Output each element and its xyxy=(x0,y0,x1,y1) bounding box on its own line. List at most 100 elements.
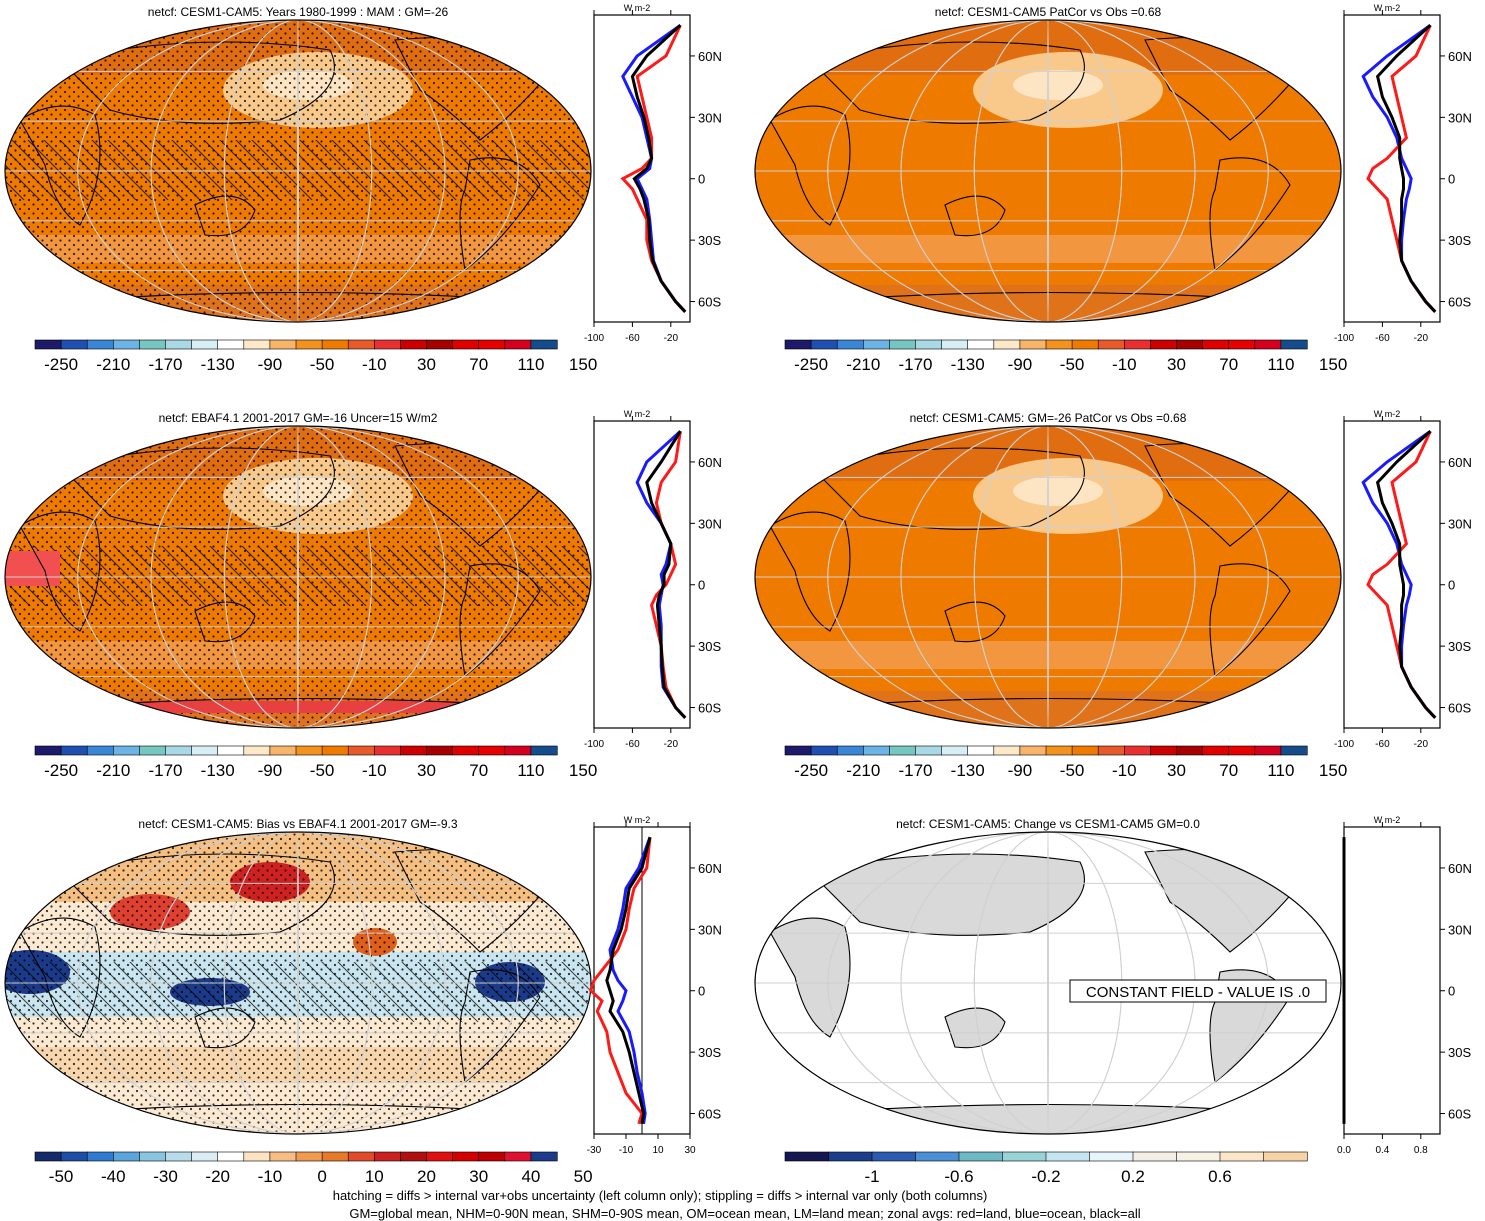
colorbar-swatch xyxy=(1176,745,1204,756)
colorbar-swatch xyxy=(191,1151,219,1162)
zonal-frame xyxy=(1343,14,1441,323)
colorbar-swatch xyxy=(1045,745,1073,756)
colorbar-swatch xyxy=(1124,339,1152,350)
colorbar-swatch xyxy=(504,1151,532,1162)
land-outline xyxy=(808,41,1085,124)
land-outline xyxy=(808,853,1085,936)
longitude-line xyxy=(77,20,519,322)
north-pacific-core xyxy=(1013,476,1103,506)
zonal-all-line xyxy=(645,430,687,719)
colorbar-label: 110 xyxy=(517,761,544,780)
colorbar-swatch xyxy=(452,339,480,350)
colorbar-swatch xyxy=(113,339,141,350)
colorbar-swatch xyxy=(400,745,428,756)
zonal-units: W m-2 xyxy=(624,815,651,825)
colorbar-label: 150 xyxy=(1319,355,1347,374)
panel-title: netcf: CESM1-CAM5: GM=-26 PatCor vs Obs … xyxy=(910,411,1187,425)
panel-2: netcf: CESM1-CAM5 PatCor vs Obs =0.68 -25… xyxy=(754,3,1472,374)
constant-field-box xyxy=(1069,979,1327,1003)
colorbar-label: 0.2 xyxy=(1121,1167,1145,1186)
colorbar-swatch xyxy=(217,1151,245,1162)
colorbar-swatch xyxy=(478,1151,506,1162)
colorbar-label: 70 xyxy=(469,355,488,374)
colorbar-label: -250 xyxy=(44,761,78,780)
colorbar-swatch xyxy=(530,339,558,350)
colorbar-swatch xyxy=(347,339,375,350)
colorbar-label: -10 xyxy=(1112,761,1137,780)
zonal-all-line xyxy=(1375,24,1437,313)
zonal-ytick-label: 60S xyxy=(698,701,721,716)
colorbar-label: -90 xyxy=(1008,761,1033,780)
colorbar-swatch xyxy=(836,745,864,756)
colorbar-label: -170 xyxy=(148,355,182,374)
zonal-xtick-label: -20 xyxy=(1414,333,1429,344)
colorbar-label: -210 xyxy=(846,355,880,374)
longitude-line xyxy=(1047,20,1049,322)
colorbar-swatch xyxy=(400,1151,428,1162)
colorbar-label: -130 xyxy=(951,355,985,374)
colorbar-label: 30 xyxy=(1167,761,1186,780)
map-content xyxy=(5,832,591,1134)
zonal-xtick-label: -60 xyxy=(1375,333,1390,344)
colorbar-swatch xyxy=(871,1151,917,1162)
panel-title: netcf: CESM1-CAM5: Bias vs EBAF4.1 2001-… xyxy=(138,817,457,831)
zonal-ytick-label: 0 xyxy=(1448,578,1455,593)
zonal-xtick-label: -30 xyxy=(587,1145,602,1156)
colorbar-label: -50 xyxy=(49,1167,74,1186)
land-outline xyxy=(459,157,541,271)
panel-5: netcf: CESM1-CAM5: Bias vs EBAF4.1 2001-… xyxy=(4,815,722,1186)
colorbar-swatch xyxy=(217,339,245,350)
colorbar-label: -130 xyxy=(201,761,235,780)
map-outline xyxy=(4,831,592,1135)
colorbar-swatch xyxy=(784,1151,830,1162)
colorbar-swatch xyxy=(60,745,88,756)
zonal-ytick-label: 60N xyxy=(698,455,722,470)
colorbar-swatch xyxy=(810,339,838,350)
land-outline xyxy=(194,601,256,643)
colorbar-swatch xyxy=(321,339,349,350)
colorbar-swatch xyxy=(941,745,969,756)
zonal-units: W m-2 xyxy=(624,3,651,13)
colorbar-label: -130 xyxy=(201,355,235,374)
colorbar-swatch xyxy=(139,1151,167,1162)
colorbar-swatch xyxy=(191,745,219,756)
land-outline xyxy=(19,917,101,1038)
colorbar-swatch xyxy=(478,745,506,756)
colorbar-label: -170 xyxy=(898,355,932,374)
zonal-xtick-label: -10 xyxy=(619,1145,634,1156)
zonal-ytick-label: 30S xyxy=(698,1045,721,1060)
colorbar-swatch xyxy=(295,1151,323,1162)
zonal-ytick-label: 60S xyxy=(1448,1107,1471,1122)
longitude-line xyxy=(77,426,519,728)
zonal-xtick-label: -100 xyxy=(1334,333,1354,344)
colorbar-label: 20 xyxy=(417,1167,436,1186)
colorbar-swatch xyxy=(1150,745,1178,756)
zonal-ytick-label: 60N xyxy=(1448,455,1472,470)
zonal-land-line xyxy=(589,837,652,1125)
colorbar-swatch xyxy=(1019,745,1047,756)
colorbar-swatch xyxy=(113,745,141,756)
panel-4: netcf: CESM1-CAM5: GM=-26 PatCor vs Obs … xyxy=(754,409,1472,780)
colorbar-swatch xyxy=(452,1151,480,1162)
colorbar-label: -90 xyxy=(258,355,283,374)
colorbar-label: 70 xyxy=(1219,761,1238,780)
colorbar-label: -210 xyxy=(96,761,130,780)
land-outline xyxy=(58,447,335,530)
colorbar-swatch xyxy=(530,1151,558,1162)
zonal-ytick-label: 60N xyxy=(698,49,722,64)
zonal-ytick-label: 30N xyxy=(1448,922,1472,937)
zonal-units: W m-2 xyxy=(1374,3,1401,13)
colorbar-swatch xyxy=(60,339,88,350)
zonal-ytick-label: 60S xyxy=(698,1107,721,1122)
colorbar-swatch xyxy=(836,339,864,350)
longitude-line xyxy=(297,426,299,728)
zonal-ytick-label: 0 xyxy=(698,172,705,187)
constant-field-label: CONSTANT FIELD - VALUE IS .0 xyxy=(1086,984,1310,1001)
colorbar-swatch xyxy=(86,745,114,756)
colorbar-swatch xyxy=(243,745,271,756)
colorbar-swatch xyxy=(295,339,323,350)
colorbar-swatch xyxy=(269,1151,297,1162)
map-outline xyxy=(4,19,592,323)
panel-title: netcf: CESM1-CAM5: Years 1980-1999 : MAM… xyxy=(148,5,449,19)
colorbar-swatch xyxy=(139,745,167,756)
